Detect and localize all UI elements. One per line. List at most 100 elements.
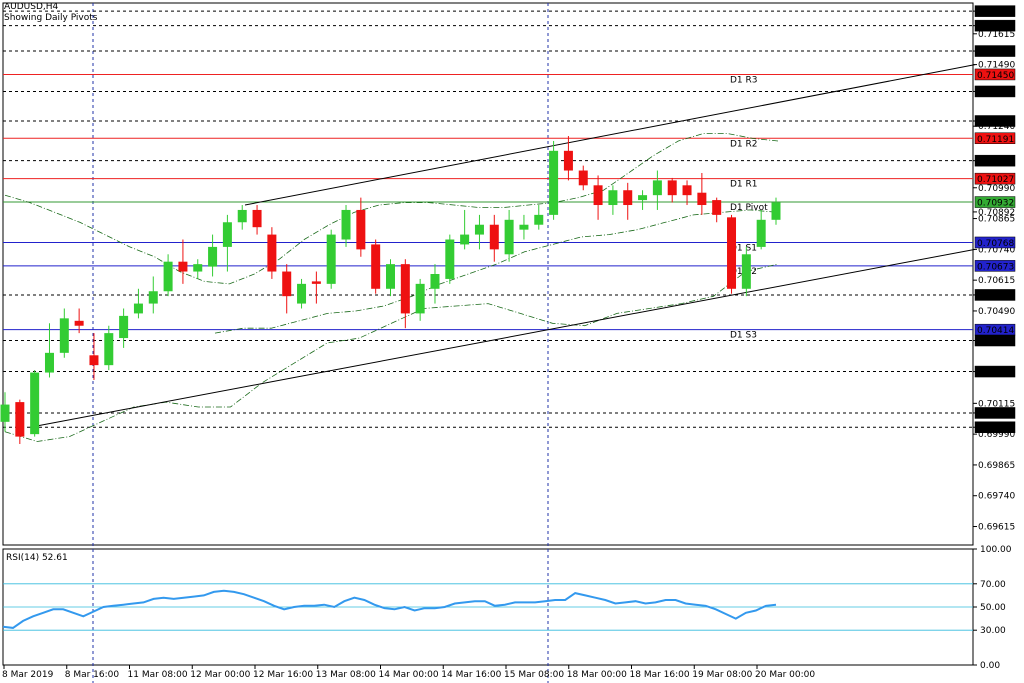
x-tick-label: 14 Mar 00:00 [379, 670, 439, 680]
candle-body [489, 224, 499, 250]
candle-body [74, 320, 84, 326]
boxed-level-label: 0.70018 [977, 424, 1014, 434]
rsi-tick-label: 0.00 [980, 661, 1000, 671]
candle-body [638, 195, 648, 201]
x-tick-label: 14 Mar 16:00 [441, 670, 501, 680]
candle [756, 209, 766, 250]
candle [608, 185, 618, 215]
boxed-level-bg [974, 260, 1016, 272]
candle [30, 370, 40, 437]
boxed-level-label: 0.71450 [977, 71, 1014, 81]
candle-body [282, 271, 292, 297]
candle [445, 234, 455, 284]
candle [237, 205, 247, 230]
candle [148, 276, 158, 314]
candle [133, 288, 143, 319]
x-tick-label: 19 Mar 08:00 [692, 670, 752, 680]
boxed-level-bg [974, 334, 1016, 347]
boxed-level-label: 0.71027 [977, 175, 1014, 185]
candle-body [133, 303, 143, 314]
boxed-level-label: 0.70673 [977, 262, 1014, 272]
candle [326, 229, 336, 289]
y-tick-label: 0.70740 [978, 245, 1015, 255]
candle-body [0, 404, 10, 422]
candle [89, 333, 99, 380]
boxed-level-tag: 0.71648 [974, 19, 1016, 32]
x-tick-label: 13 Mar 08:00 [316, 670, 376, 680]
candle-body [608, 190, 618, 206]
boxed-level-tag: 0.71545 [974, 45, 1016, 58]
candle [489, 214, 499, 262]
main-plot-frame [2, 2, 974, 546]
candle [623, 182, 633, 220]
y-tick-label: 0.71240 [978, 122, 1015, 132]
candle [59, 308, 69, 358]
candle-body [89, 355, 99, 366]
rsi-label: RSI(14) 52.61 [6, 553, 68, 563]
boxed-level-bg [974, 132, 1016, 145]
candle [697, 172, 707, 215]
boxed-level-tag: 0.71191 [974, 132, 1016, 145]
y-tick-label: 0.70865 [978, 215, 1015, 225]
candle-body [148, 291, 158, 304]
x-tick-label: 18 Mar 16:00 [630, 670, 690, 680]
candle-body [430, 274, 440, 289]
candle [682, 180, 692, 206]
y-tick-label: 0.70615 [978, 276, 1015, 286]
x-tick-label: 12 Mar 16:00 [253, 670, 313, 680]
candle [519, 214, 529, 240]
candle [341, 205, 351, 247]
candle [504, 209, 514, 262]
candle-body [30, 372, 40, 435]
candle-body [727, 217, 737, 289]
y-tick-label: 0.70490 [978, 307, 1015, 317]
x-tick-label: 12 Mar 00:00 [190, 670, 250, 680]
boxed-level-tag: 0.70370 [974, 334, 1016, 347]
boxed-level-label: 0.71648 [977, 22, 1014, 32]
pivot-label: D1 Pivot [730, 203, 768, 213]
boxed-level-bg [974, 68, 1016, 81]
candle [638, 190, 648, 210]
boxed-level-label: 0.71381 [977, 88, 1014, 98]
candle-body [59, 318, 69, 353]
pivot-label: D1 S1 [730, 243, 757, 253]
boxed-level-label: 0.71545 [977, 48, 1014, 58]
candle-body [371, 244, 381, 289]
boxed-level-label: 0.70370 [977, 337, 1014, 347]
boxed-level-bg [974, 236, 1016, 249]
y-tick-label: 0.71615 [978, 30, 1015, 40]
candle [163, 254, 173, 297]
y-tick-label: 0.70115 [978, 399, 1015, 409]
candle-body [593, 185, 603, 206]
candle [415, 278, 425, 321]
symbol-label: AUDUSD,H4 [4, 2, 59, 12]
candle [193, 259, 203, 279]
candle-body [623, 190, 633, 206]
boxed-level-label: 0.70932 [977, 199, 1014, 209]
pivot-label: D1 R2 [730, 139, 758, 149]
candle [474, 214, 484, 250]
boxed-level-bg [974, 19, 1016, 32]
candle-body [578, 170, 588, 186]
candle [74, 308, 84, 334]
candle [282, 264, 292, 314]
candle [563, 136, 573, 181]
candle [252, 205, 262, 235]
candle [44, 323, 54, 378]
boxed-level-tag: 0.71261 [974, 115, 1016, 128]
candle [741, 246, 751, 297]
boxed-level-label: 0.70414 [977, 326, 1014, 336]
boxed-level-label: 0.71261 [977, 118, 1014, 128]
candle-body [756, 219, 766, 247]
boxed-level-bg [974, 172, 1016, 185]
candle-body [534, 214, 544, 225]
candle-body [563, 150, 573, 171]
candle-body [741, 254, 751, 289]
x-tick-label: 20 Mar 00:00 [755, 670, 815, 680]
boxed-level-tag: 0.70414 [974, 323, 1016, 336]
boxed-level-tag: 0.70244 [974, 365, 1016, 378]
rsi-line [2, 589, 777, 629]
candle-body [667, 180, 677, 196]
candle [0, 392, 10, 432]
